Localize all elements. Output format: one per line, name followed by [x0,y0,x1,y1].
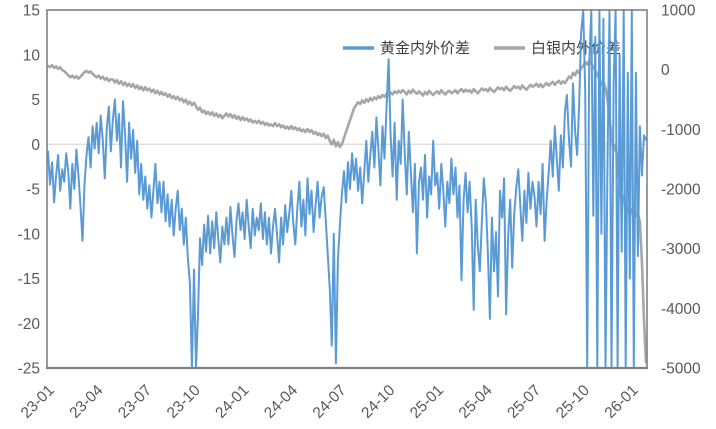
x-tick-25-04: 25-04 [456,382,496,422]
x-tick-24-04: 24-04 [261,382,301,422]
right-tick--5000: -5000 [661,361,701,378]
right-axis-tick-labels: 1000 0 -1000 -2000 -3000 -4000 -5000 [661,3,701,378]
right-tick-0: 0 [661,62,670,79]
left-tick-0: 0 [31,137,40,154]
left-tick-5: 5 [31,92,40,109]
right-tick--4000: -4000 [661,301,701,318]
left-tick--15: -15 [18,271,40,288]
legend-gold-label: 黄金内外价差 [380,40,470,57]
left-axis-tick-labels: 15 10 5 0 -5 -10 -15 -20 -25 [18,3,41,378]
x-tick-23-01: 23-01 [18,382,58,422]
right-tick--1000: -1000 [661,122,701,139]
series-line-gold [47,9,647,369]
left-tick--5: -5 [26,182,40,199]
series-lines [46,9,648,369]
x-tick-25-01: 25-01 [407,382,447,422]
left-tick-15: 15 [23,3,40,20]
x-tick-25-07: 25-07 [504,382,544,422]
series-line-silver [46,59,648,364]
x-tick-23-10: 23-10 [164,382,204,422]
x-tick-24-01: 24-01 [212,382,252,422]
right-tick--2000: -2000 [661,182,701,199]
left-tick--25: -25 [18,361,40,378]
right-tick--3000: -3000 [661,241,701,258]
x-tick-24-10: 24-10 [358,382,398,422]
x-tick-23-04: 23-04 [66,382,106,422]
left-tick--10: -10 [18,226,41,243]
legend-silver-label: 白银内外价差 [531,40,621,57]
x-axis-tick-labels: 23-01 23-04 23-07 23-10 24-01 24-04 24-07 24-10… [18,382,642,422]
left-tick--20: -20 [18,316,41,333]
x-tick-25-10: 25-10 [553,382,593,422]
left-tick-10: 10 [23,47,41,64]
x-tick-24-07: 24-07 [310,382,350,422]
x-tick-23-07: 23-07 [115,382,155,422]
x-tick-26-01: 26-01 [602,382,642,422]
right-tick-1000: 1000 [661,3,696,20]
